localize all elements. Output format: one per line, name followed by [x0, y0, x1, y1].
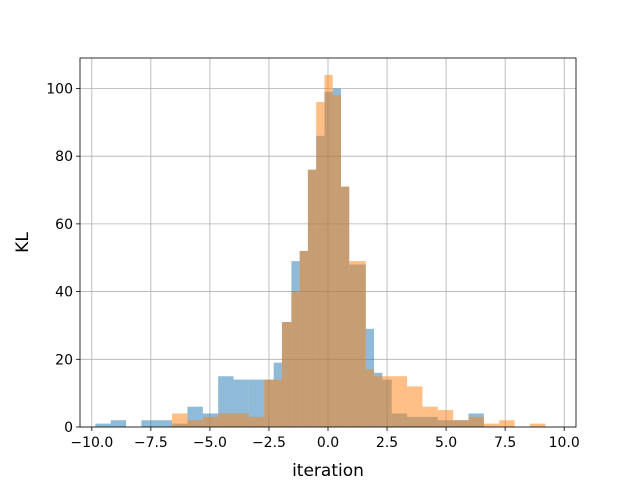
histogram-bar-series-1 — [110, 420, 127, 427]
histogram-bar-series-2 — [273, 379, 282, 427]
histogram-bar-series-2 — [468, 416, 484, 427]
histogram-bar-series-1 — [248, 379, 265, 427]
y-axis-label: KL — [13, 232, 33, 253]
x-tick-label: 10.0 — [549, 435, 580, 451]
bars — [95, 74, 546, 428]
x-tick-label: 5.0 — [435, 435, 457, 451]
histogram-bar-series-2 — [291, 291, 300, 427]
histogram-bar-series-2 — [332, 95, 341, 428]
histogram-bar-series-1 — [156, 420, 173, 427]
y-tick-label: 100 — [46, 81, 73, 97]
x-tick-label: 2.5 — [376, 435, 398, 451]
histogram-bar-series-1 — [95, 423, 111, 427]
histogram-bar-series-2 — [264, 379, 274, 427]
histogram-bar-series-1 — [141, 420, 157, 427]
histogram-bar-series-2 — [233, 413, 249, 427]
histogram-bar-series-2 — [437, 410, 454, 427]
histogram-bar-series-2 — [499, 420, 515, 427]
histogram-bar-series-2 — [316, 102, 325, 428]
x-tick-label: 0.0 — [317, 435, 339, 451]
y-tick-label: 60 — [55, 217, 73, 233]
histogram-bar-series-2 — [172, 413, 188, 427]
histogram-bar-series-2 — [202, 416, 219, 427]
histogram-bar-series-2 — [281, 322, 292, 427]
y-tick-label: 80 — [55, 149, 73, 165]
histogram-bar-series-2 — [422, 406, 438, 427]
histogram-bar-series-2 — [340, 186, 350, 427]
x-tick-label: 7.5 — [494, 435, 516, 451]
histogram-bar-series-2 — [248, 416, 265, 427]
y-tick-label: 40 — [55, 285, 73, 301]
y-tick-label: 0 — [64, 420, 73, 436]
histogram-bar-series-2 — [187, 420, 203, 427]
histogram-bar-series-2 — [483, 423, 500, 427]
ticks: −10.0 −7.5 −5.0 −2.5 0.0 2.5 5.0 7.5 10.0 0 20 40 60… — [46, 81, 580, 451]
histogram-bar-series-2 — [365, 369, 375, 427]
histogram-bar-series-2 — [382, 376, 392, 427]
histogram-bar-series-2 — [299, 250, 308, 427]
x-axis-label: iteration — [292, 461, 364, 480]
histogram-bar-series-2 — [357, 261, 366, 427]
histogram-bar-series-2 — [374, 376, 383, 427]
histogram-bar-series-2 — [529, 423, 546, 427]
histogram-bar-series-2 — [349, 261, 358, 427]
x-tick-label: −5.0 — [193, 435, 227, 451]
histogram-bar-series-2 — [324, 74, 333, 427]
histogram-bar-series-2 — [391, 376, 408, 427]
x-tick-label: −7.5 — [134, 435, 168, 451]
histogram-bar-series-2 — [307, 169, 317, 428]
x-tick-label: −10.0 — [70, 435, 113, 451]
histogram-bar-series-2 — [407, 386, 423, 427]
y-tick-label: 20 — [55, 352, 73, 368]
histogram-bar-series-2 — [453, 420, 469, 427]
x-tick-label: −2.5 — [252, 435, 286, 451]
histogram-bar-series-2 — [218, 413, 234, 427]
